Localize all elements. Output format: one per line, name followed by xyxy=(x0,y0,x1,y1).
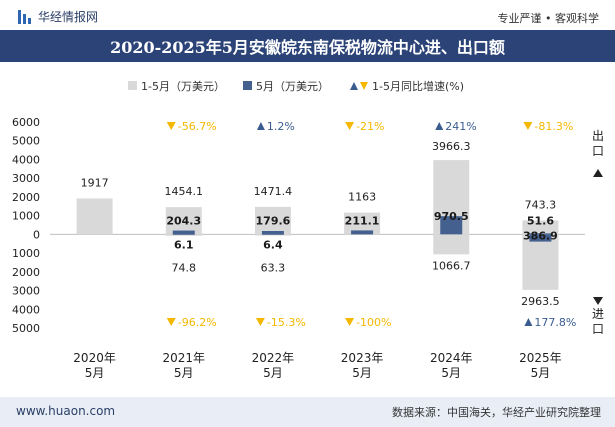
plot-area: 1917 1454.1 204.3 6.1 74.8 1471.4 179.6 6.4 63.3… xyxy=(76,120,576,329)
side-label-import: 进口 xyxy=(592,307,604,336)
legend-swatch-cumulative xyxy=(128,81,137,90)
top-bar: 华经情报网 专业严谨 • 客观科学 xyxy=(0,0,615,30)
y-tick-label: 0 xyxy=(33,228,40,241)
bar-cumulative-export xyxy=(76,198,113,235)
y-tick-label: 5000 xyxy=(12,135,40,148)
footer: www.huaon.com 数据来源：中国海关，华经产业研究院整理 xyxy=(0,397,615,427)
data-label-cumulative-export: 1163 xyxy=(348,191,376,204)
bar-monthly-export xyxy=(172,230,195,235)
data-label-monthly-export: 211.1 xyxy=(345,214,380,227)
data-label-cumulative-export: 3966.3 xyxy=(432,140,471,153)
data-label-monthly-export: 970.5 xyxy=(434,210,469,223)
bar-monthly-import xyxy=(261,234,284,235)
bar-monthly-export xyxy=(351,230,374,235)
data-label-cumulative-export: 1917 xyxy=(81,176,109,189)
growth-label-export: -81.3% xyxy=(534,120,573,133)
y-tick-label: 4000 xyxy=(12,303,40,316)
bar-monthly-export xyxy=(440,216,463,235)
x-tick-label: 2023年 5月 xyxy=(341,351,384,380)
growth-label-import: 177.8% xyxy=(534,316,576,329)
bar-cumulative-import xyxy=(254,234,291,236)
x-axis: 2020年 5月 2021年 5月 2022年 5月 2023年 5月 2024年 5月 2025年… xyxy=(73,351,561,380)
growth-label-export: -21% xyxy=(356,120,384,133)
legend-label-cumulative: 1-5月（万美元） xyxy=(141,80,225,93)
legend-label-monthly: 5月（万美元） xyxy=(256,80,329,93)
chart-title: 2020-2025年5月安徽皖东南保税物流中心进、出口额 xyxy=(110,38,505,57)
growth-label-import: -100% xyxy=(356,316,391,329)
data-label-cumulative-import: 2963.5 xyxy=(521,295,560,308)
import-down-arrow-icon xyxy=(593,297,603,305)
data-label-monthly-export: 51.6 xyxy=(527,214,554,227)
y-tick-label: 5000 xyxy=(12,322,40,335)
y-tick-label: 1000 xyxy=(12,210,40,223)
bar-monthly-export xyxy=(261,231,284,235)
growth-label-export: 241% xyxy=(445,120,476,133)
y-tick-label: 2000 xyxy=(12,266,40,279)
bar-monthly-import xyxy=(529,234,552,242)
data-label-cumulative-import: 1066.7 xyxy=(432,259,471,272)
growth-down-arrow-icon xyxy=(166,318,176,326)
data-label-monthly-export: 204.3 xyxy=(166,214,201,227)
data-label-monthly-import: 6.4 xyxy=(263,238,283,251)
growth-label-import: -96.2% xyxy=(178,316,217,329)
growth-up-arrow-icon xyxy=(256,122,265,130)
y-tick-label: 4000 xyxy=(12,153,40,166)
title-bar: 2020-2025年5月安徽皖东南保税物流中心进、出口额 xyxy=(0,30,615,62)
growth-label-import: -15.3% xyxy=(267,316,306,329)
footer-website: www.huaon.com xyxy=(16,404,116,418)
data-label-cumulative-export: 1471.4 xyxy=(254,185,293,198)
bar-cumulative-export xyxy=(344,212,381,235)
growth-down-arrow-icon xyxy=(523,122,533,130)
bar-cumulative-export xyxy=(254,206,291,235)
y-tick-label: 3000 xyxy=(12,172,40,185)
bar-cumulative-export xyxy=(165,207,202,235)
growth-up-arrow-icon xyxy=(435,122,444,130)
legend-up-arrow-icon xyxy=(350,82,358,90)
bar-cumulative-import xyxy=(522,234,559,290)
growth-down-arrow-icon xyxy=(166,122,176,130)
data-label-cumulative-import: 63.3 xyxy=(261,261,286,274)
data-label-cumulative-export: 1454.1 xyxy=(165,185,204,198)
bar-cumulative-import xyxy=(165,234,202,236)
y-tick-label: 1000 xyxy=(12,247,40,260)
x-tick-label: 2020年 5月 xyxy=(73,351,116,380)
y-tick-label: 3000 xyxy=(12,285,40,298)
x-tick-label: 2025年 5月 xyxy=(519,351,562,380)
data-label-cumulative-export: 743.3 xyxy=(525,198,557,211)
legend-label-growth: 1-5月同比增速(%) xyxy=(372,79,464,93)
data-label-monthly-import: 386.9 xyxy=(523,230,558,243)
bar-cumulative-import xyxy=(433,234,470,255)
bar-monthly-import xyxy=(172,234,195,235)
chart: 1-5月（万美元） 5月（万美元） 1-5月同比增速(%) 6000 5000 4000… xyxy=(12,79,604,380)
legend-swatch-monthly xyxy=(243,81,252,90)
growth-up-arrow-icon xyxy=(524,318,533,326)
tagline: 专业严谨 • 客观科学 xyxy=(497,12,599,25)
legend: 1-5月（万美元） 5月（万美元） 1-5月同比增速(%) xyxy=(128,79,464,93)
logo-text: 华经情报网 xyxy=(38,10,99,24)
x-tick-label: 2024年 5月 xyxy=(430,351,473,380)
data-label-monthly-export: 179.6 xyxy=(256,214,291,227)
data-label-cumulative-import: 74.8 xyxy=(172,261,197,274)
growth-down-arrow-icon xyxy=(345,122,355,130)
export-up-arrow-icon xyxy=(593,169,603,177)
side-label-export: 出口 xyxy=(592,129,604,158)
logo-bars-icon xyxy=(18,9,32,24)
growth-down-arrow-icon xyxy=(255,318,265,326)
data-label-monthly-import: 6.1 xyxy=(174,238,194,251)
growth-down-arrow-icon xyxy=(345,318,355,326)
y-axis: 6000 5000 4000 3000 2000 1000 0 1000 2000 3000 400… xyxy=(12,116,585,335)
logo: 华经情报网 xyxy=(18,8,98,25)
x-tick-label: 2022年 5月 xyxy=(252,351,295,380)
legend-down-arrow-icon xyxy=(360,82,368,90)
x-tick-label: 2021年 5月 xyxy=(162,351,205,380)
growth-label-export: 1.2% xyxy=(267,120,295,133)
growth-label-export: -56.7% xyxy=(178,120,217,133)
footer-source: 数据来源：中国海关，华经产业研究院整理 xyxy=(392,406,601,419)
bar-cumulative-export xyxy=(522,220,559,235)
y-tick-label: 2000 xyxy=(12,191,40,204)
bar-monthly-export xyxy=(529,233,552,235)
y-tick-label: 6000 xyxy=(12,116,40,129)
